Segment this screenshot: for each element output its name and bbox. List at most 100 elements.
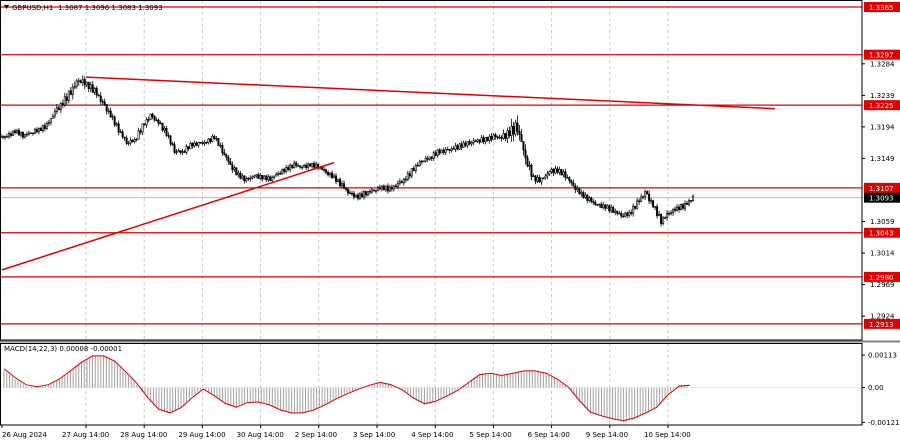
candle-body bbox=[181, 151, 184, 153]
candle-body bbox=[616, 210, 619, 214]
candle-body bbox=[656, 206, 659, 217]
candle-body bbox=[267, 176, 270, 181]
candle-body bbox=[173, 144, 176, 153]
candle-body bbox=[79, 80, 82, 84]
candle-body bbox=[67, 90, 70, 101]
candle-body bbox=[442, 149, 445, 153]
candle-body bbox=[229, 161, 232, 165]
candle-body bbox=[97, 94, 100, 97]
candle-body bbox=[412, 168, 415, 171]
x-tick-label: 10 Sep 14:00 bbox=[644, 431, 691, 439]
candle-body bbox=[390, 186, 393, 190]
candle-body bbox=[520, 134, 523, 142]
candle-body bbox=[510, 126, 513, 136]
candle-body bbox=[341, 183, 344, 187]
candle-body bbox=[301, 166, 304, 169]
candle-body bbox=[456, 145, 459, 150]
candle-body bbox=[466, 141, 469, 146]
level-price-tag bbox=[864, 100, 900, 111]
candle-body bbox=[75, 80, 78, 87]
ohlc-values: 1.3087 1.3096 1.3083 1.3093 bbox=[58, 4, 163, 12]
candle-body bbox=[384, 185, 387, 191]
candle-body bbox=[165, 128, 168, 136]
candle-body bbox=[428, 156, 431, 160]
level-price-tag bbox=[864, 271, 900, 282]
candle-body bbox=[544, 175, 547, 179]
candle-body bbox=[580, 192, 583, 195]
candle-body bbox=[121, 131, 124, 138]
candle-body bbox=[691, 196, 694, 202]
candle-body bbox=[17, 130, 20, 136]
candle-body bbox=[331, 172, 334, 178]
candle-body bbox=[648, 193, 651, 202]
candle-body bbox=[227, 156, 230, 162]
candle-body bbox=[143, 123, 146, 126]
candle-body bbox=[664, 217, 667, 219]
candle-body bbox=[658, 213, 661, 217]
candle-body bbox=[630, 212, 633, 214]
y-tick-label: 1.2924 bbox=[870, 313, 895, 321]
candle-body bbox=[582, 192, 585, 198]
candle-body bbox=[678, 206, 681, 211]
candle-body bbox=[492, 134, 495, 140]
candle-body bbox=[85, 81, 88, 86]
y-tick-label: 1.3239 bbox=[870, 92, 895, 100]
candle-body bbox=[528, 164, 531, 167]
candle-body bbox=[522, 141, 525, 151]
candle-body bbox=[49, 117, 52, 123]
candle-body bbox=[628, 212, 631, 216]
candle-body bbox=[7, 133, 10, 137]
candle-body bbox=[245, 177, 248, 182]
candle-body bbox=[380, 185, 383, 190]
candle-body bbox=[215, 138, 218, 140]
candle-body bbox=[323, 169, 326, 171]
macd-title: MACD(14,22,3) 0.00008 -0.00001 bbox=[4, 345, 122, 353]
symbol-label: GBPUSD,H1 bbox=[12, 4, 53, 12]
candle-body bbox=[672, 208, 675, 214]
candle-body bbox=[584, 194, 587, 198]
candle-body bbox=[476, 139, 479, 142]
trend-line-ascending bbox=[1, 161, 335, 271]
candle-body bbox=[490, 135, 493, 140]
candle-body bbox=[61, 103, 64, 106]
candle-body bbox=[348, 192, 351, 195]
candle-body bbox=[578, 187, 581, 195]
candle-body bbox=[532, 175, 535, 177]
candle-body bbox=[594, 201, 597, 205]
candle-body bbox=[484, 137, 487, 143]
candle-body bbox=[458, 143, 461, 150]
candle-body bbox=[291, 164, 294, 168]
candle-body bbox=[283, 169, 286, 172]
candle-body bbox=[686, 202, 689, 205]
candle-body bbox=[219, 144, 222, 147]
candle-body bbox=[360, 193, 363, 198]
candle-body bbox=[253, 175, 256, 178]
candle-body bbox=[446, 148, 449, 151]
candle-body bbox=[438, 149, 441, 154]
candle-body bbox=[93, 87, 96, 93]
candle-body bbox=[370, 189, 373, 193]
candle-body bbox=[147, 119, 150, 121]
candle-body bbox=[141, 123, 144, 133]
candle-body bbox=[366, 191, 369, 196]
candle-body bbox=[279, 173, 282, 175]
candle-body bbox=[273, 175, 276, 178]
candle-body bbox=[396, 182, 399, 188]
candle-body bbox=[472, 140, 475, 143]
candle-body bbox=[548, 171, 551, 175]
candle-body bbox=[496, 136, 499, 139]
candle-body bbox=[205, 141, 208, 144]
candle-body bbox=[133, 138, 136, 143]
candle-body bbox=[113, 116, 116, 126]
y-tick-label: 1.3284 bbox=[870, 60, 895, 68]
trend-line-descending bbox=[85, 76, 776, 110]
frame-layer bbox=[0, 0, 900, 426]
symbol-marker-icon bbox=[4, 5, 9, 9]
candle-body bbox=[303, 164, 306, 168]
candle-body bbox=[408, 173, 411, 177]
candle-body bbox=[646, 191, 649, 195]
candle-body bbox=[372, 189, 375, 192]
candle-body bbox=[540, 177, 543, 183]
candle-body bbox=[668, 213, 671, 215]
candle-body bbox=[470, 142, 473, 145]
